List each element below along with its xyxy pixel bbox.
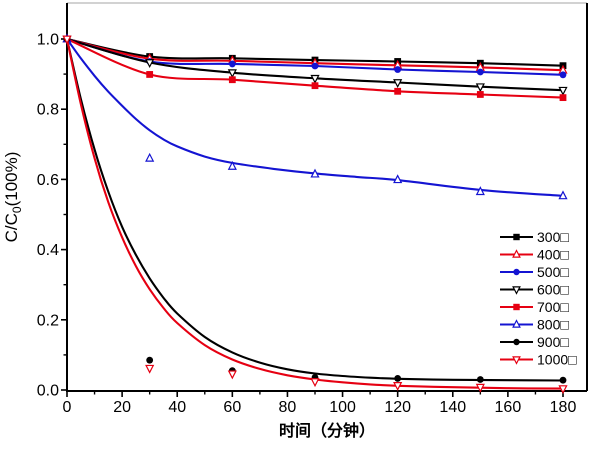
marker-square [146,71,154,78]
marker-triangle-down [475,383,485,393]
marker-triangle-down [227,370,237,380]
marker-triangle-up [393,174,403,184]
legend-entry-600: 600□ [500,282,569,298]
plot-frame [66,2,588,392]
series-line [66,38,564,197]
marker-triangle-up [227,160,237,170]
marker-triangle-down [393,382,403,391]
x-tick-label: 80 [279,399,297,416]
marker-triangle-down [475,83,485,93]
legend-label: 400□ [537,247,569,263]
marker-circle [513,268,520,276]
marker-circle [311,62,319,70]
marker-triangle-down [310,74,320,84]
legend-entry-800: 800□ [500,317,569,333]
marker-triangle-down [558,86,568,96]
marker-triangle-down [558,385,568,395]
x-axis-title: 时间（分钟） [279,421,375,440]
y-tick-label: 0.6 [37,172,59,189]
marker-triangle-down [227,69,237,79]
legend-entry-400: 400□ [500,247,569,263]
series-800 [62,33,568,200]
legend-entry-500: 500□ [500,264,569,280]
legend-label: 600□ [537,282,569,298]
legend-entry-700: 700□ [500,299,569,315]
series-1000 [62,35,568,395]
legend-entry-300: 300□ [500,229,569,245]
marker-triangle-up [310,168,320,178]
marker-triangle-up [558,190,568,200]
marker-triangle-down [145,59,155,69]
marker-triangle-down [145,364,155,374]
legend-label: 900□ [537,334,569,350]
marker-circle [513,338,520,346]
y-tick-label: 0.2 [37,312,59,329]
marker-square [559,94,567,102]
marker-circle [394,66,402,73]
y-tick-label: 0.8 [37,102,59,119]
marker-triangle-down [310,378,320,388]
x-tick-label: 160 [495,399,522,416]
marker-triangle-down [393,79,403,89]
x-tick-label: 140 [439,399,466,416]
marker-circle [476,376,484,383]
marker-triangle-up [512,319,521,328]
x-axis: 0 20 40 60 80 100 120 140 160 180 [63,391,577,416]
marker-triangle-down [62,35,72,45]
marker-circle [146,356,154,364]
marker-circle [394,375,402,382]
legend-entry-900: 900□ [500,334,569,350]
legend-label: 800□ [537,317,569,333]
marker-square [476,91,484,98]
marker-circle [559,376,567,384]
legend-label: 700□ [537,299,569,315]
axis-labels: C/C0(100%) 时间（分钟） [2,152,375,440]
marker-circle [228,60,236,68]
marker-circle [559,71,567,79]
series-line [65,38,564,390]
y-tick-label: 0.0 [37,383,59,400]
legend-label: 500□ [537,264,569,280]
x-tick-label: 100 [329,399,356,416]
y-tick-label: 1.0 [37,32,59,49]
legend: 300□ 400□500□ 600□700□ 800□900□ 1000□ [500,229,577,368]
marker-triangle-down [512,286,521,295]
legend-label: 1000□ [537,352,577,368]
x-tick-label: 40 [168,399,186,416]
marker-triangle-up [512,249,521,258]
y-axis-title: C/C0(100%) [2,152,24,243]
x-tick-label: 20 [113,399,131,416]
x-tick-label: 180 [550,399,577,416]
marker-triangle-up [475,186,485,196]
legend-label: 300□ [537,229,569,245]
x-tick-label: 60 [223,399,241,416]
x-tick-label: 0 [63,399,72,416]
legend-entry-1000: 1000□ [500,352,577,368]
marker-square [394,87,402,95]
series-line [65,38,564,382]
marker-square [311,82,319,90]
y-tick-label: 0.4 [37,242,59,259]
y-axis: 0.0 0.2 0.4 0.6 0.8 1.0 [37,32,67,400]
marker-square [228,76,236,84]
marker-triangle-down [512,356,521,365]
marker-triangle-up [145,152,155,162]
marker-square [513,233,520,241]
x-tick-label: 120 [384,399,411,416]
marker-square [513,303,520,311]
marker-circle [476,68,484,76]
